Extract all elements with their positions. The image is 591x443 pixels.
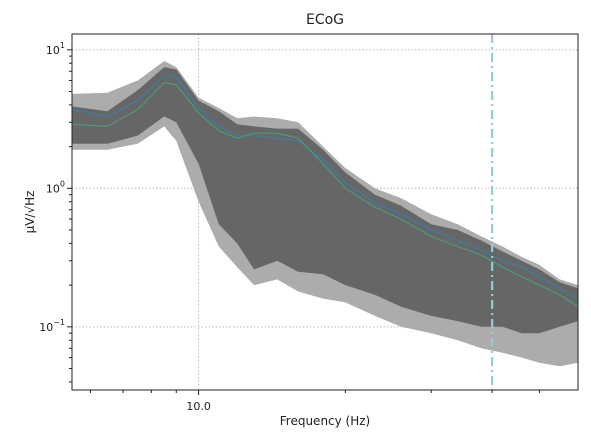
chart-title: ECoG bbox=[306, 12, 344, 28]
tick-labels: 10.0 101 100 10−1 bbox=[39, 41, 211, 413]
x-tick-label: 10.0 bbox=[186, 400, 211, 413]
x-axis-label: Frequency (Hz) bbox=[280, 414, 371, 428]
data-layer bbox=[72, 34, 578, 390]
y-tick-label: 101 bbox=[46, 41, 65, 57]
median-line bbox=[72, 81, 578, 308]
y-tick-label: 10−1 bbox=[39, 318, 65, 334]
plot-frame bbox=[71, 33, 579, 391]
y-axis-label: µV/√Hz bbox=[23, 191, 37, 234]
inner-band-area bbox=[72, 67, 578, 334]
y-tick-label: 100 bbox=[46, 179, 65, 195]
mean-line bbox=[72, 75, 578, 300]
